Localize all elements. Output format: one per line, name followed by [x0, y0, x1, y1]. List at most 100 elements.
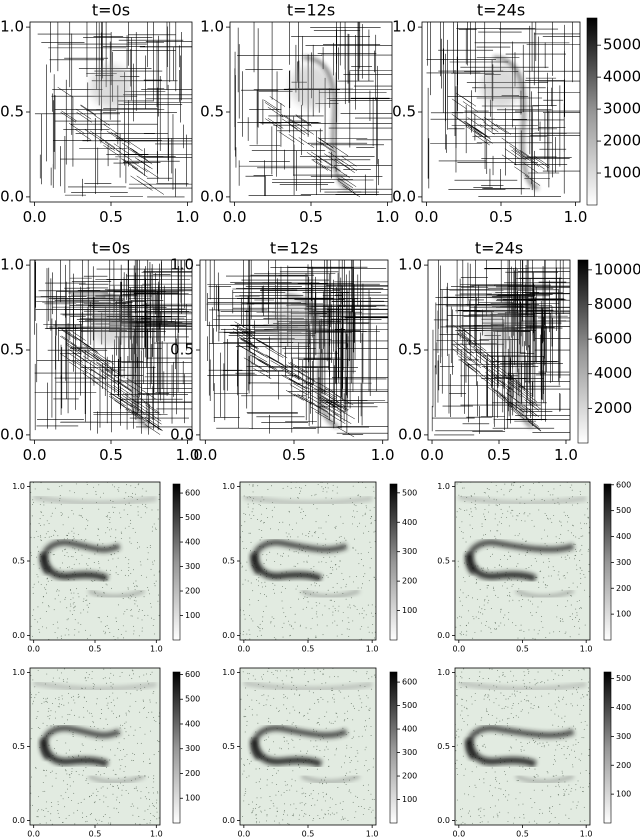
mesh-node — [495, 777, 497, 779]
mesh-node — [286, 740, 288, 742]
mesh-line — [256, 339, 275, 351]
mesh-node — [58, 816, 60, 818]
mesh-line — [107, 366, 123, 378]
mesh-node — [105, 697, 107, 699]
mesh-node — [266, 508, 268, 509]
mesh-node — [121, 593, 123, 594]
mesh-node — [509, 594, 510, 596]
mesh-node — [481, 523, 483, 525]
mesh-line — [102, 382, 118, 393]
mesh-line — [120, 158, 137, 169]
mesh-node — [139, 823, 141, 825]
mesh-line — [72, 352, 88, 363]
mesh-node — [47, 577, 49, 579]
mesh-node — [146, 822, 148, 824]
mesh-node — [257, 722, 259, 724]
mesh-node — [278, 822, 280, 824]
mesh-node — [472, 527, 473, 529]
mesh-node — [149, 699, 151, 701]
mesh-node — [585, 770, 587, 771]
mesh-node — [86, 604, 88, 606]
mesh-node — [48, 718, 50, 720]
mesh-node — [154, 816, 156, 817]
mesh-node — [72, 556, 74, 558]
mesh-node — [327, 748, 329, 750]
mesh-node — [365, 525, 366, 527]
mesh-node — [490, 807, 492, 808]
vortex-core — [250, 553, 323, 583]
mesh-node — [32, 614, 34, 616]
mesh-node — [326, 491, 328, 493]
mesh-node — [356, 510, 358, 512]
mesh-node — [579, 567, 581, 569]
mesh-node — [67, 788, 69, 790]
mesh-node — [306, 606, 307, 608]
mesh-node — [476, 745, 478, 747]
mesh-node — [456, 703, 458, 705]
colorbar-tick-label: 200 — [402, 772, 417, 781]
mesh-line — [144, 402, 160, 413]
mesh-node — [582, 668, 584, 670]
mesh-node — [87, 520, 89, 522]
mesh-node — [83, 609, 84, 611]
mesh-node — [252, 714, 254, 716]
mesh-node — [244, 731, 246, 733]
mesh-node — [310, 740, 312, 742]
mesh-node — [73, 714, 75, 716]
mesh-node — [546, 515, 547, 516]
mesh-node — [284, 803, 286, 805]
mesh-node — [551, 805, 553, 807]
mesh-node — [317, 668, 319, 670]
mesh-node — [358, 709, 360, 711]
mesh-node — [587, 502, 589, 504]
mesh-node — [332, 622, 334, 624]
mesh-node — [123, 738, 125, 740]
mesh-node — [283, 697, 285, 699]
mesh-node — [273, 741, 275, 743]
mesh-node — [564, 715, 566, 717]
mesh-node — [112, 484, 113, 486]
mesh-node — [352, 547, 354, 549]
mesh-node — [145, 576, 147, 578]
mesh-line — [82, 341, 98, 353]
mesh-node — [538, 706, 539, 708]
x-tick-label: 0.0 — [223, 208, 247, 226]
mesh-node — [336, 591, 338, 593]
mesh-node — [82, 498, 83, 500]
mesh-node — [68, 566, 70, 568]
wake — [300, 774, 361, 785]
mesh-node — [40, 583, 42, 585]
mesh-node — [274, 584, 276, 586]
mesh-node — [140, 564, 142, 566]
mesh-line — [452, 348, 466, 360]
mesh-node — [92, 683, 94, 685]
mesh-node — [483, 778, 485, 780]
mesh-line — [473, 345, 487, 357]
mesh-line — [457, 332, 471, 344]
mesh-node — [151, 671, 153, 673]
mesh-node — [520, 606, 522, 608]
mesh-node — [145, 673, 147, 675]
mesh-node — [525, 554, 527, 556]
mesh-line — [280, 374, 299, 386]
mesh-node — [588, 571, 590, 572]
mesh-line — [315, 160, 332, 172]
mesh-node — [468, 514, 470, 516]
mesh-node — [152, 563, 154, 565]
mesh-node — [97, 544, 99, 546]
mesh-node — [144, 776, 146, 778]
mesh-node — [316, 616, 318, 618]
mesh-node — [247, 672, 249, 674]
mesh-node — [91, 795, 93, 797]
mesh-node — [366, 673, 368, 675]
mesh-node — [575, 617, 577, 619]
mesh-line — [238, 344, 257, 356]
mesh-node — [529, 767, 531, 769]
mesh-node — [130, 693, 132, 695]
mesh-node — [88, 674, 90, 676]
mesh-line — [462, 361, 477, 373]
mesh-node — [527, 515, 529, 517]
mesh-node — [109, 632, 111, 633]
mesh-node — [52, 702, 53, 704]
mesh-node — [477, 565, 479, 567]
